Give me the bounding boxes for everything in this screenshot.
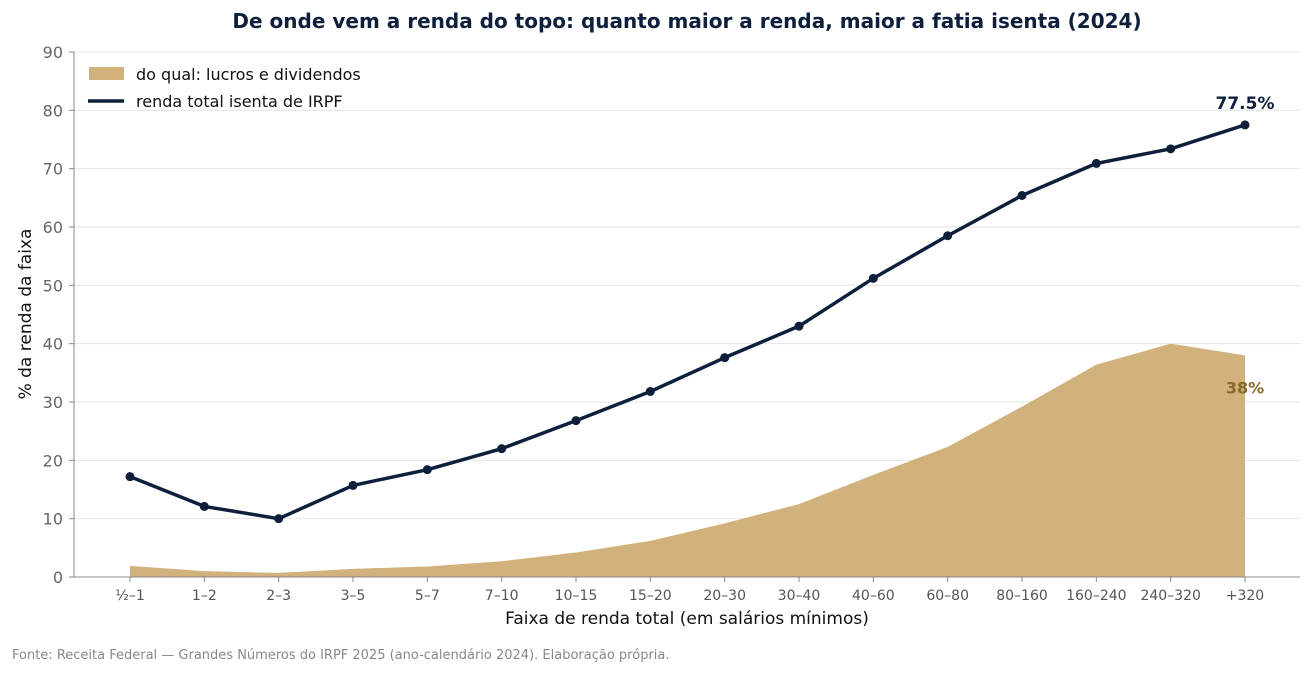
line-point	[199, 501, 209, 511]
y-axis-label: % da renda da faixa	[16, 229, 36, 400]
line-point	[794, 321, 804, 331]
line-point	[1017, 191, 1027, 200]
line-point	[720, 353, 730, 363]
line-series-renda-isenta	[129, 123, 1246, 521]
line-point	[1091, 158, 1101, 168]
line-point	[1166, 144, 1176, 154]
y-tick-label: 70	[43, 160, 63, 179]
x-tick-label: 15–20	[629, 588, 672, 604]
x-tick-label: ½–1	[115, 588, 144, 604]
x-tick-label: 40–60	[852, 588, 895, 604]
x-tick-label: 1–2	[192, 588, 217, 604]
source-note: Fonte: Receita Federal — Grandes Números…	[12, 648, 670, 663]
y-tick-label: 60	[43, 218, 63, 237]
line-layer	[125, 120, 1250, 524]
x-tick-label: 20–30	[703, 588, 746, 604]
line-end-label: 77.5%	[1216, 94, 1275, 114]
line-point	[1240, 120, 1250, 130]
legend-label-line: renda total isenta de IRPF	[136, 92, 343, 111]
x-tick-labels: ½–1 1–2 2–3 3–5 5–7 7–10 10–15 15–20 20–30 30–40 4…	[115, 588, 1264, 604]
y-tick-label: 40	[43, 335, 63, 354]
x-tick-label: 60–80	[926, 588, 969, 604]
y-tick-label: 20	[43, 451, 63, 470]
x-tick-label: 3–5	[341, 588, 366, 604]
line-point	[868, 273, 878, 283]
line-point	[645, 387, 655, 396]
x-tick-label: +320	[1226, 588, 1264, 604]
x-tick-label: 240–320	[1140, 588, 1200, 604]
x-tick-label: 30–40	[778, 588, 821, 604]
y-tick-label: 50	[43, 276, 63, 295]
chart-title: De onde vem a renda do topo: quanto maio…	[232, 9, 1141, 33]
line-point	[422, 465, 432, 475]
legend-swatch-area	[89, 67, 124, 80]
x-tick-label: 7–10	[485, 588, 519, 604]
y-tick-labels: 0 10 20 30 40 50 60 70 80 90	[43, 43, 63, 587]
legend: do qual: lucros e dividendos renda total …	[88, 65, 361, 111]
x-tick-label: 2–3	[266, 588, 291, 604]
y-tick-label: 90	[43, 43, 63, 62]
line-point	[497, 444, 507, 454]
line-point	[274, 514, 284, 524]
line-point	[571, 416, 581, 426]
y-tick-label: 80	[43, 101, 63, 120]
x-axis-label: Faixa de renda total (em salários mínimo…	[505, 609, 869, 629]
grid	[74, 51, 1300, 520]
y-tick-label: 0	[53, 568, 63, 587]
x-tick-label: 80–160	[996, 588, 1048, 604]
axes	[69, 51, 1300, 582]
area-layer	[130, 343, 1245, 577]
x-tick-label: 5–7	[415, 588, 440, 604]
x-tick-label: 160–240	[1066, 588, 1126, 604]
legend-label-area: do qual: lucros e dividendos	[136, 65, 361, 84]
line-point	[348, 480, 358, 490]
annotations: 77.5% 38%	[1216, 94, 1275, 397]
y-tick-label: 30	[43, 393, 63, 412]
line-point	[943, 231, 953, 241]
x-tick-label: 10–15	[555, 588, 598, 604]
area-series-lucros-dividendos	[130, 343, 1245, 577]
y-tick-label: 10	[43, 510, 63, 529]
line-point	[125, 472, 135, 482]
area-end-label: 38%	[1226, 378, 1264, 397]
